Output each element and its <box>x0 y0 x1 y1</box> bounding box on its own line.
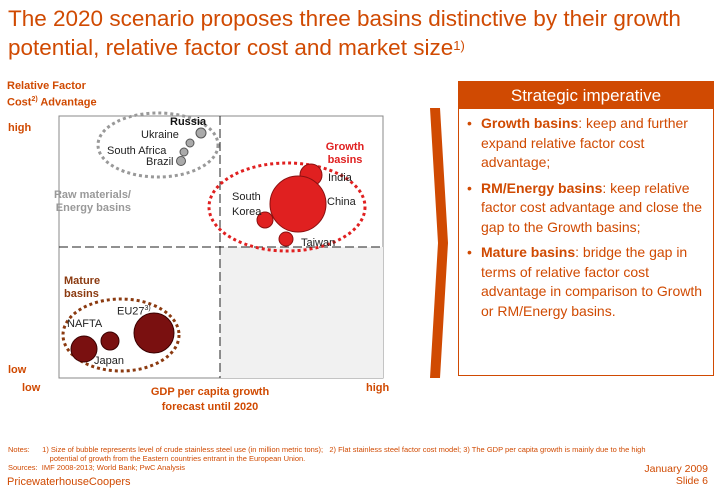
label-japan: Japan <box>94 355 124 367</box>
label-india: India <box>328 172 352 184</box>
company-name: PricewaterhouseCoopers <box>7 476 131 488</box>
slide-title-text: The 2020 scenario proposes three basins … <box>8 6 681 60</box>
imperative-list: Growth basins: keep and further expand r… <box>467 114 707 327</box>
taiwan-bubble <box>278 231 294 247</box>
label-south-korea: South Korea <box>232 191 262 218</box>
label-ukraine: Ukraine <box>141 129 179 141</box>
panel-header: Strategic imperative <box>459 82 713 109</box>
footer-meta: January 2009 Slide 6 <box>644 463 708 487</box>
label-brazil: Brazil <box>146 156 174 168</box>
growth-cluster-ellipse <box>207 161 367 253</box>
footnotes: Notes: 1) Size of bubble represents leve… <box>8 445 646 472</box>
slide-number: Slide 6 <box>675 475 708 487</box>
south-korea-bubble <box>256 211 274 229</box>
matrix-shaded-quadrant <box>220 247 383 378</box>
x-axis-title: GDP per capita growth forecast until 2020 <box>150 386 270 413</box>
label-nafta: NAFTA <box>67 318 103 330</box>
brazil-bubble <box>176 156 186 166</box>
imperative-item-rm-energy: RM/Energy basins: keep relative factor c… <box>467 179 707 238</box>
imperative-item-mature: Mature basins: bridge the gap in terms o… <box>467 243 707 321</box>
y-low-label: low <box>8 364 27 376</box>
ukraine-bubble <box>185 138 195 148</box>
x-high-label: high <box>366 382 390 394</box>
label-russia: Russia <box>170 116 207 128</box>
raw-cluster-label: Raw materials/Energy basins <box>53 189 131 214</box>
y-axis-title: Relative Factor Cost2) Advantage <box>7 80 97 110</box>
mature-cluster-label: Mature basins <box>64 275 101 300</box>
x-low-label: low <box>22 382 41 394</box>
imperative-item-growth: Growth basins: keep and further expand r… <box>467 114 707 173</box>
south-africa-bubble <box>179 147 189 157</box>
japan-bubble <box>100 331 120 351</box>
china-bubble <box>269 175 327 233</box>
slide-title: The 2020 scenario proposes three basins … <box>8 4 708 62</box>
nafta-bubble <box>70 335 98 363</box>
y-axis-title-line2: Cost2) Advantage <box>7 96 97 109</box>
raw-cluster-ellipse <box>96 111 220 179</box>
y-high-label: high <box>8 122 32 134</box>
mature-cluster-ellipse <box>61 297 181 373</box>
label-south-africa: South Africa <box>107 145 167 157</box>
chevron-arrow-icon <box>430 108 448 378</box>
russia-bubble <box>195 127 207 139</box>
footer-date: January 2009 <box>644 463 708 475</box>
label-eu27: EU273) <box>117 305 151 318</box>
title-footnote: 1) <box>453 38 465 53</box>
growth-cluster-label: Growth basins <box>325 141 365 166</box>
label-taiwan: Taiwan <box>301 237 336 249</box>
label-china: China <box>327 196 356 208</box>
y-axis-title-line1: Relative Factor <box>7 80 86 92</box>
eu27-bubble <box>133 312 175 354</box>
strategic-panel: Strategic imperative Growth basins: keep… <box>458 81 714 376</box>
